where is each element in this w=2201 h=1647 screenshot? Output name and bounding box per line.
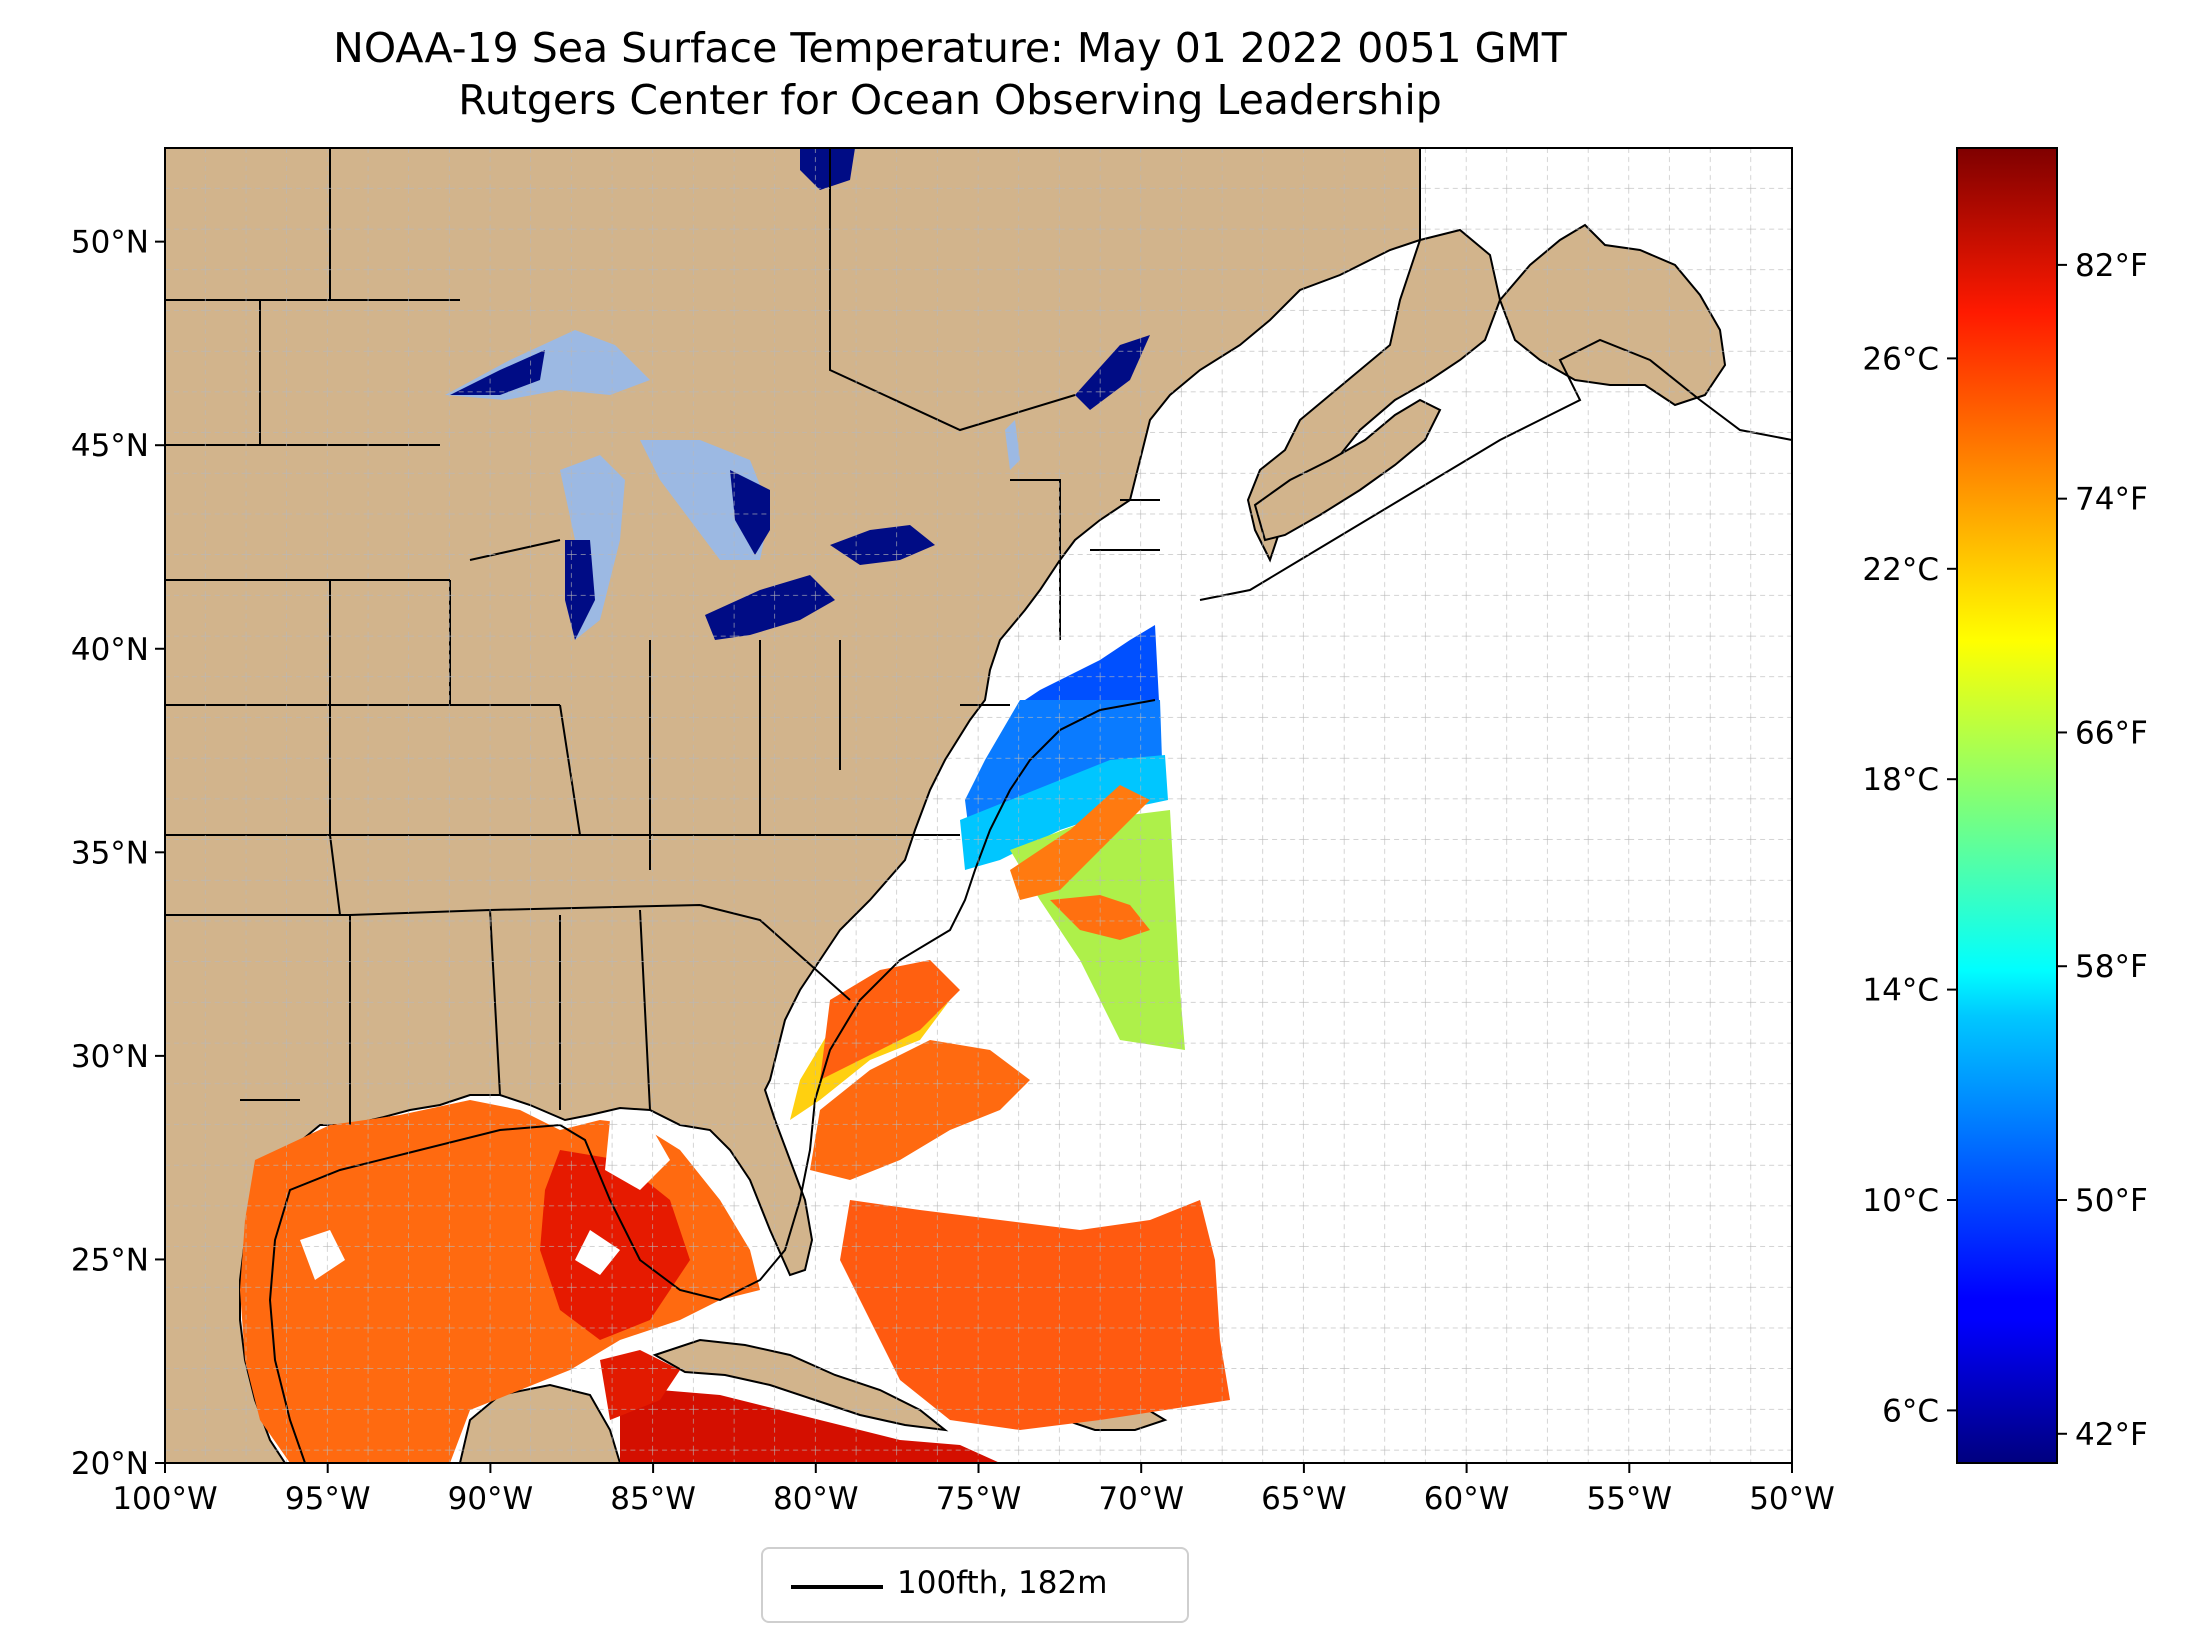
legend-isobath-label: 100fth, 182m xyxy=(897,1565,1108,1601)
colorbar-fahrenheit-axis: 42°F 50°F 58°F 66°F 74°F 82°F xyxy=(2057,248,2148,1453)
colorbar-celsius-axis: 6°C 10°C 14°C 18°C 22°C 26°C xyxy=(1862,341,1957,1429)
map-title: NOAA-19 Sea Surface Temperature: May 01 … xyxy=(333,24,1567,72)
x-tick-label: 60°W xyxy=(1424,1481,1510,1517)
legend-isobath-line xyxy=(791,1585,883,1589)
y-tick-label: 40°N xyxy=(71,632,149,668)
map-panel xyxy=(165,148,1792,1463)
y-tick-label: 50°N xyxy=(71,225,149,261)
x-tick-label: 95°W xyxy=(285,1481,371,1517)
fahrenheit-tick-label: 42°F xyxy=(2075,1417,2148,1453)
x-tick-label: 90°W xyxy=(448,1481,534,1517)
x-tick-label: 70°W xyxy=(1098,1481,1184,1517)
fahrenheit-tick-label: 82°F xyxy=(2075,248,2148,284)
celsius-tick-label: 18°C xyxy=(1862,762,1939,798)
y-tick-label: 20°N xyxy=(71,1446,149,1482)
celsius-tick-label: 10°C xyxy=(1862,1183,1939,1219)
x-tick-label: 100°W xyxy=(112,1481,217,1517)
title-block: NOAA-19 Sea Surface Temperature: May 01 … xyxy=(0,22,1900,126)
fahrenheit-tick-label: 66°F xyxy=(2075,715,2148,751)
x-tick-label: 50°W xyxy=(1749,1481,1835,1517)
y-tick-label: 35°N xyxy=(71,835,149,871)
x-axis: 100°W 95°W 90°W 85°W 80°W 75°W 70°W 65°W 60°W 55°… xyxy=(112,1463,1835,1517)
x-tick-label: 55°W xyxy=(1586,1481,1672,1517)
x-tick-label: 75°W xyxy=(936,1481,1022,1517)
y-tick-label: 30°N xyxy=(71,1039,149,1075)
celsius-tick-label: 22°C xyxy=(1862,552,1939,588)
y-tick-label: 25°N xyxy=(71,1242,149,1278)
y-tick-label: 45°N xyxy=(71,428,149,464)
fahrenheit-tick-label: 58°F xyxy=(2075,949,2148,985)
fahrenheit-tick-label: 74°F xyxy=(2075,482,2148,518)
x-tick-label: 80°W xyxy=(773,1481,859,1517)
fahrenheit-tick-label: 50°F xyxy=(2075,1183,2148,1219)
gridlines xyxy=(165,148,1792,1463)
x-tick-label: 85°W xyxy=(610,1481,696,1517)
colorbar xyxy=(1956,147,2058,1464)
celsius-tick-label: 26°C xyxy=(1862,341,1939,377)
map-legend: 100fth, 182m xyxy=(761,1547,1189,1623)
x-tick-label: 65°W xyxy=(1261,1481,1347,1517)
y-axis: 20°N 25°N 30°N 35°N 40°N 45°N 50°N xyxy=(71,225,165,1482)
celsius-tick-label: 6°C xyxy=(1882,1393,1939,1429)
celsius-tick-label: 14°C xyxy=(1862,973,1939,1009)
map-subtitle: Rutgers Center for Ocean Observing Leade… xyxy=(458,76,1442,124)
